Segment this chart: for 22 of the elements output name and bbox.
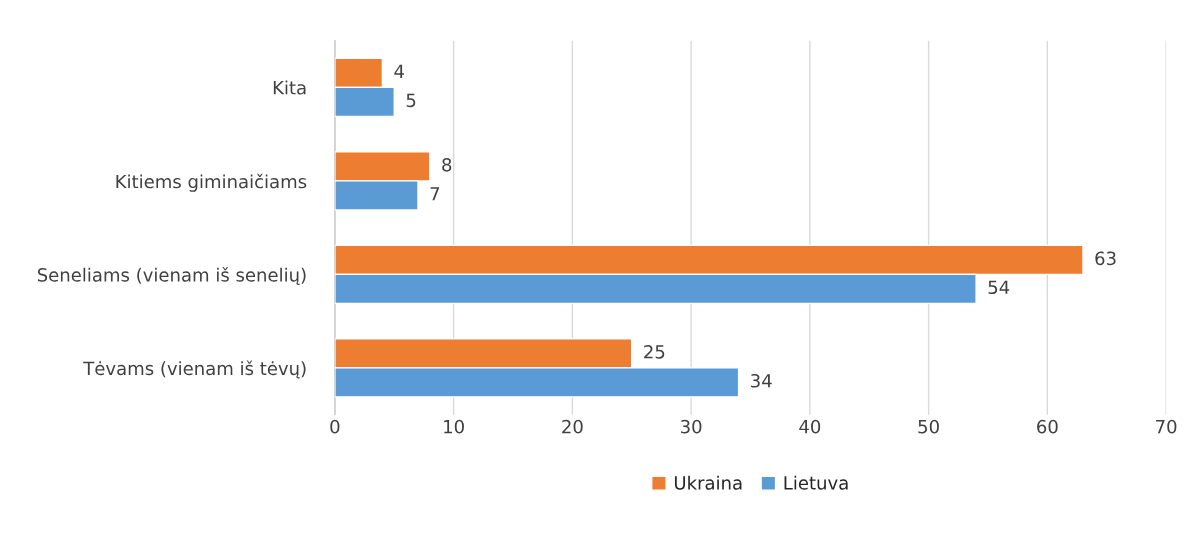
x-tick-label: 60 bbox=[1037, 419, 1058, 434]
data-label: 54 bbox=[988, 280, 1010, 295]
x-tick-label: 10 bbox=[444, 419, 464, 434]
data-label: 25 bbox=[644, 344, 665, 359]
x-tick-label: 30 bbox=[681, 419, 702, 434]
x-tick-label: 40 bbox=[799, 419, 821, 434]
x-tick-label: 0 bbox=[330, 419, 340, 434]
y-tick-label: Seneliams (vienam iš senelių) bbox=[37, 267, 306, 285]
data-label: 5 bbox=[406, 93, 416, 108]
x-tick-label: 20 bbox=[562, 419, 583, 434]
legend-label: Lietuva bbox=[784, 475, 848, 490]
y-tick-label: Kitiems giminaičiams bbox=[116, 173, 307, 192]
y-tick-label: Tėvams (vienam iš tėvų) bbox=[83, 360, 306, 379]
data-label: 63 bbox=[1095, 251, 1116, 266]
data-label: 7 bbox=[430, 187, 440, 201]
legend-label: Ukraina bbox=[674, 475, 742, 490]
data-label: 34 bbox=[751, 373, 772, 388]
x-tick-label: 50 bbox=[918, 419, 939, 434]
data-label: 8 bbox=[442, 157, 452, 172]
y-tick-label: Kita bbox=[273, 80, 306, 95]
data-label: 4 bbox=[394, 64, 404, 78]
x-tick-label: 70 bbox=[1156, 419, 1177, 434]
